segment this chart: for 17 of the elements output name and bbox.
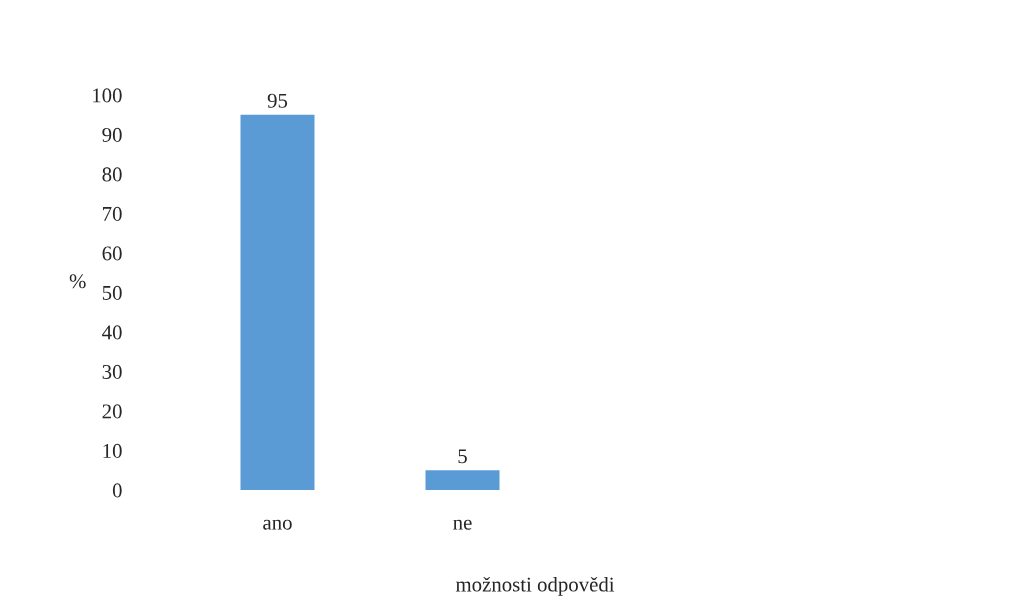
y-tick-label: 30 — [102, 364, 122, 379]
data-label: 5 — [458, 449, 467, 464]
y-tick-label: 60 — [102, 246, 122, 261]
y-tick-label: 90 — [102, 127, 122, 142]
y-tick-label: 0 — [112, 483, 122, 498]
y-axis-title: % — [69, 274, 86, 289]
x-tick-label: ano — [263, 519, 292, 530]
y-tick-label: 50 — [102, 285, 122, 300]
y-tick-label: 100 — [93, 88, 122, 103]
y-tick-label: 40 — [102, 325, 122, 340]
y-tick-label: 10 — [103, 443, 122, 458]
data-label: 95 — [267, 93, 288, 108]
x-axis-title: možnosti odpovědi — [455, 576, 615, 596]
y-tick-label: 20 — [102, 404, 122, 419]
y-tick-label: 80 — [102, 167, 122, 182]
x-tick-label: ne — [453, 519, 472, 530]
y-tick-label: 70 — [103, 206, 122, 221]
